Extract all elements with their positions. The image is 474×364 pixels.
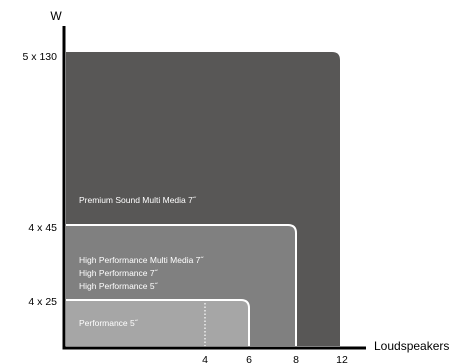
tier-label-premium: Premium Sound Multi Media 7˝ <box>79 195 197 205</box>
x-tick-label: 8 <box>293 354 299 364</box>
x-tick-label: 4 <box>202 354 208 364</box>
x-axis-label: Loudspeakers <box>374 339 449 353</box>
tier-label-hp-multimedia: High Performance Multi Media 7˝ <box>79 255 204 265</box>
tier-label-hp-7: High Performance 7˝ <box>79 268 159 278</box>
tier-label-hp-5: High Performance 5˝ <box>79 281 159 291</box>
tier-label-performance: Performance 5˝ <box>79 318 139 328</box>
tier-performance-outline <box>66 299 250 347</box>
x-tick-label: 6 <box>246 354 252 364</box>
x-tick-label: 12 <box>336 354 348 364</box>
y-axis-label: W <box>50 9 62 23</box>
y-tick-label: 4 x 45 <box>28 222 57 234</box>
tier-high-performance-outline <box>66 224 297 347</box>
y-tick-label: 5 x 130 <box>23 51 58 63</box>
y-tick-label: 4 x 25 <box>28 296 57 308</box>
tier-performance-area <box>66 300 249 346</box>
